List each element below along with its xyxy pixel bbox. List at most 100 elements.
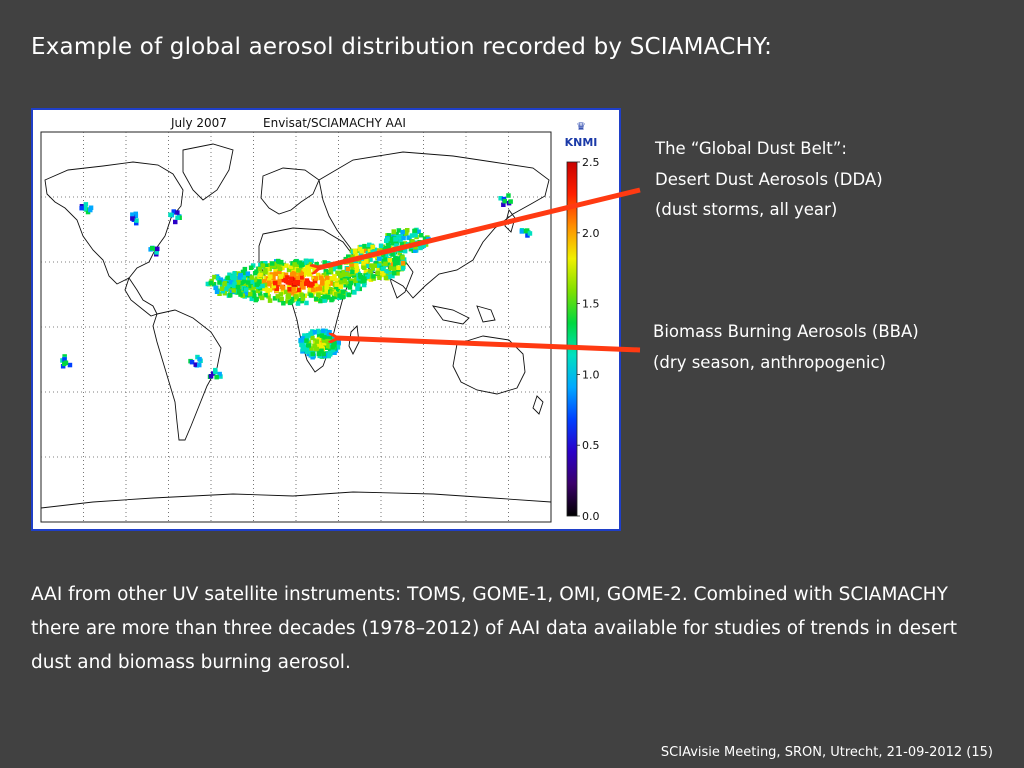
aai-pixel — [235, 284, 241, 290]
aai-pixel — [197, 362, 202, 368]
aai-pixel — [316, 351, 322, 357]
aai-pixel — [368, 274, 373, 279]
aai-pixel — [305, 271, 310, 276]
aai-pixel — [267, 287, 273, 293]
aai-pixel — [306, 351, 311, 357]
aai-pixel — [300, 281, 305, 287]
aai-pixel — [310, 335, 315, 341]
aai-pixel — [306, 333, 311, 338]
knmi-logo-text: KNMI — [565, 136, 598, 149]
aai-pixel — [361, 282, 367, 288]
aai-pixel — [296, 268, 301, 273]
aai-pixel — [383, 272, 389, 277]
aai-pixel — [340, 289, 346, 294]
aai-pixel — [417, 240, 422, 245]
aai-pixel — [419, 233, 424, 238]
aai-pixel — [304, 281, 309, 286]
aai-pixel — [298, 271, 303, 276]
aai-pixel — [225, 283, 230, 288]
aai-pixel — [322, 335, 327, 340]
colorbar-tick-label: 2.0 — [582, 227, 600, 240]
aai-pixel — [384, 269, 389, 274]
aai-pixel — [371, 274, 376, 279]
aai-pixel — [322, 294, 327, 299]
aai-pixel — [212, 274, 217, 280]
aai-pixel — [323, 269, 328, 274]
aai-pixel — [304, 300, 309, 306]
aai-pixel — [326, 331, 331, 337]
aai-pixel — [338, 284, 343, 289]
aai-pixel — [310, 351, 315, 357]
aai-pixel — [315, 272, 321, 278]
aai-pixel — [304, 347, 309, 352]
aai-pixel — [235, 271, 241, 276]
aai-pixel — [130, 216, 135, 221]
aai-pixel — [245, 271, 251, 276]
aai-pixel — [328, 352, 333, 357]
aai-pixel — [308, 271, 313, 277]
aai-pixel — [252, 293, 257, 299]
aai-pixel — [257, 266, 263, 272]
aai-pixel — [258, 272, 263, 278]
aai-pixel — [314, 339, 319, 344]
aai-pixel — [339, 272, 344, 278]
aai-pixel — [312, 330, 317, 335]
aai-pixel — [393, 237, 398, 242]
aai-pixel — [332, 341, 337, 347]
aai-pixel — [228, 274, 233, 280]
aai-pixel — [379, 249, 384, 255]
aai-pixel — [362, 276, 367, 281]
knmi-logo: ♛ KNMI — [565, 120, 598, 149]
aai-pixel — [281, 262, 286, 268]
slide-footer: SCIAvisie Meeting, SRON, Utrecht, 21-09-… — [660, 745, 993, 760]
aai-pixel — [133, 211, 138, 217]
aai-pixel — [238, 280, 244, 286]
aai-pixel — [173, 219, 178, 225]
aai-pixel — [333, 291, 339, 297]
aai-pixel — [60, 364, 66, 369]
aai-pixel — [288, 264, 294, 270]
aai-pixel — [249, 275, 254, 280]
aai-pixel — [365, 274, 370, 279]
aai-pixel — [334, 288, 339, 293]
aai-pixel — [271, 263, 277, 269]
aai-pixel — [318, 298, 323, 304]
aai-pixel — [310, 355, 315, 360]
aai-pixel — [171, 209, 176, 214]
aai-pixel — [62, 354, 67, 359]
colorbar-tick-label: 1.0 — [582, 368, 600, 381]
aai-pixel — [261, 279, 267, 284]
aai-pixel — [249, 296, 254, 302]
aai-pixel — [236, 279, 241, 285]
aai-pixel — [241, 279, 247, 284]
aai-pixel — [304, 258, 309, 264]
aai-pixel — [332, 274, 337, 279]
aai-pixel — [218, 374, 223, 379]
aai-pixel — [368, 269, 373, 274]
aai-pixel — [311, 290, 316, 295]
aai-pixel — [343, 272, 348, 277]
aai-pixel — [88, 207, 93, 213]
aai-pixel — [236, 289, 242, 294]
aai-pixel — [309, 346, 314, 351]
aai-pixel — [260, 283, 265, 289]
aai-pixel — [257, 291, 263, 296]
aai-pixel — [302, 333, 307, 338]
aai-pixel — [252, 271, 258, 276]
aai-pixel — [254, 277, 259, 283]
aai-pixel — [316, 292, 321, 297]
dust-belt-annotation: The “Global Dust Belt”: Desert Dust Aero… — [655, 134, 883, 226]
aai-pixel — [357, 246, 363, 252]
aai-pixel — [260, 263, 266, 268]
aai-pixel — [343, 256, 348, 262]
aai-pixel — [244, 283, 250, 288]
aai-pixel — [408, 244, 414, 249]
aai-pixel — [298, 337, 303, 343]
aai-pixel — [270, 280, 275, 286]
aai-pixel — [318, 264, 323, 270]
aai-pixel — [426, 236, 431, 242]
aai-pixel — [312, 343, 317, 348]
aai-pixel — [285, 299, 290, 304]
colorbar-ticks: 2.5 2.0 1.5 1.0 0.5 0.0 — [577, 156, 600, 523]
aai-pixel — [299, 275, 304, 280]
